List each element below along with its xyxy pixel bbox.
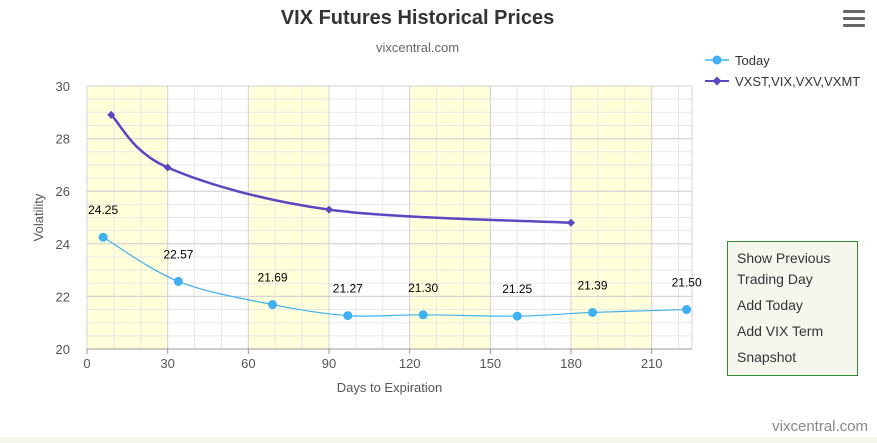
x-tick-label: 0: [83, 356, 90, 371]
y-tick-label: 20: [56, 342, 70, 357]
shaded-band: [409, 86, 491, 349]
data-point: [325, 205, 333, 214]
series-line-0: [102, 236, 687, 317]
data-label: 21.25: [502, 282, 532, 296]
chart-legend: Today VXST,VIX,VXV,VXMT: [705, 50, 860, 92]
data-label: 21.27: [333, 282, 363, 296]
bottom-strip: [0, 437, 877, 443]
legend-diamond-icon: [705, 76, 729, 86]
menu-bar: [843, 17, 865, 20]
legend-label: Today: [735, 52, 770, 68]
x-tick-label: 210: [641, 356, 663, 371]
x-tick-label: 120: [399, 356, 421, 371]
x-tick-label: 180: [560, 356, 582, 371]
data-point: [163, 163, 172, 172]
legend-circle-icon: [705, 55, 729, 65]
x-tick-label: 90: [322, 356, 336, 371]
shaded-band: [248, 86, 329, 349]
data-label: 21.30: [408, 281, 438, 295]
data-label: 22.57: [163, 247, 193, 261]
y-tick-label: 22: [56, 289, 70, 304]
add-vix-term-link[interactable]: Add VIX Term: [737, 323, 824, 339]
data-point: [567, 218, 575, 227]
x-tick-label: 30: [160, 356, 174, 371]
data-label: 24.25: [88, 203, 118, 217]
footer-credit: vixcentral.com: [772, 418, 868, 435]
legend-item-today[interactable]: Today: [705, 50, 860, 70]
menu-bar: [843, 10, 865, 13]
menu-bar: [843, 24, 865, 27]
show-previous-trading-day-link[interactable]: Show Previous Trading Day: [737, 250, 831, 287]
data-label: 21.39: [577, 278, 607, 292]
snapshot-link[interactable]: Snapshot: [737, 349, 797, 365]
x-tick-label: 150: [479, 356, 501, 371]
data-point: [268, 300, 278, 310]
data-label: 21.69: [258, 271, 288, 285]
shaded-band: [87, 86, 168, 349]
y-axis-title: Volatility: [31, 193, 46, 241]
y-tick-label: 28: [56, 132, 70, 147]
data-point: [512, 311, 522, 321]
y-tick-label: 24: [56, 237, 70, 252]
data-point: [343, 311, 353, 321]
legend-label: VXST,VIX,VXV,VXMT: [735, 73, 861, 89]
data-point: [418, 310, 428, 320]
chart-subtitle: vixcentral.com: [375, 40, 460, 55]
x-axis-title: Days to Expiration: [337, 380, 443, 395]
hamburger-menu-icon[interactable]: [843, 10, 865, 30]
series-line-1: [110, 114, 572, 225]
data-point: [588, 307, 598, 317]
data-point: [107, 110, 116, 119]
side-panel: Show Previous Trading Day Add Today Add …: [727, 241, 858, 376]
legend-item-term[interactable]: VXST,VIX,VXV,VXMT: [705, 71, 860, 91]
data-point: [682, 305, 692, 315]
shaded-band: [571, 86, 652, 349]
data-point: [98, 232, 108, 242]
y-tick-label: 30: [56, 79, 70, 94]
y-tick-label: 26: [56, 184, 70, 199]
chart-title: VIX Futures Historical Prices: [280, 7, 555, 29]
add-today-link[interactable]: Add Today: [737, 297, 803, 313]
x-tick-label: 60: [241, 356, 255, 371]
data-point: [173, 276, 183, 286]
data-label: 21.50: [672, 276, 702, 290]
